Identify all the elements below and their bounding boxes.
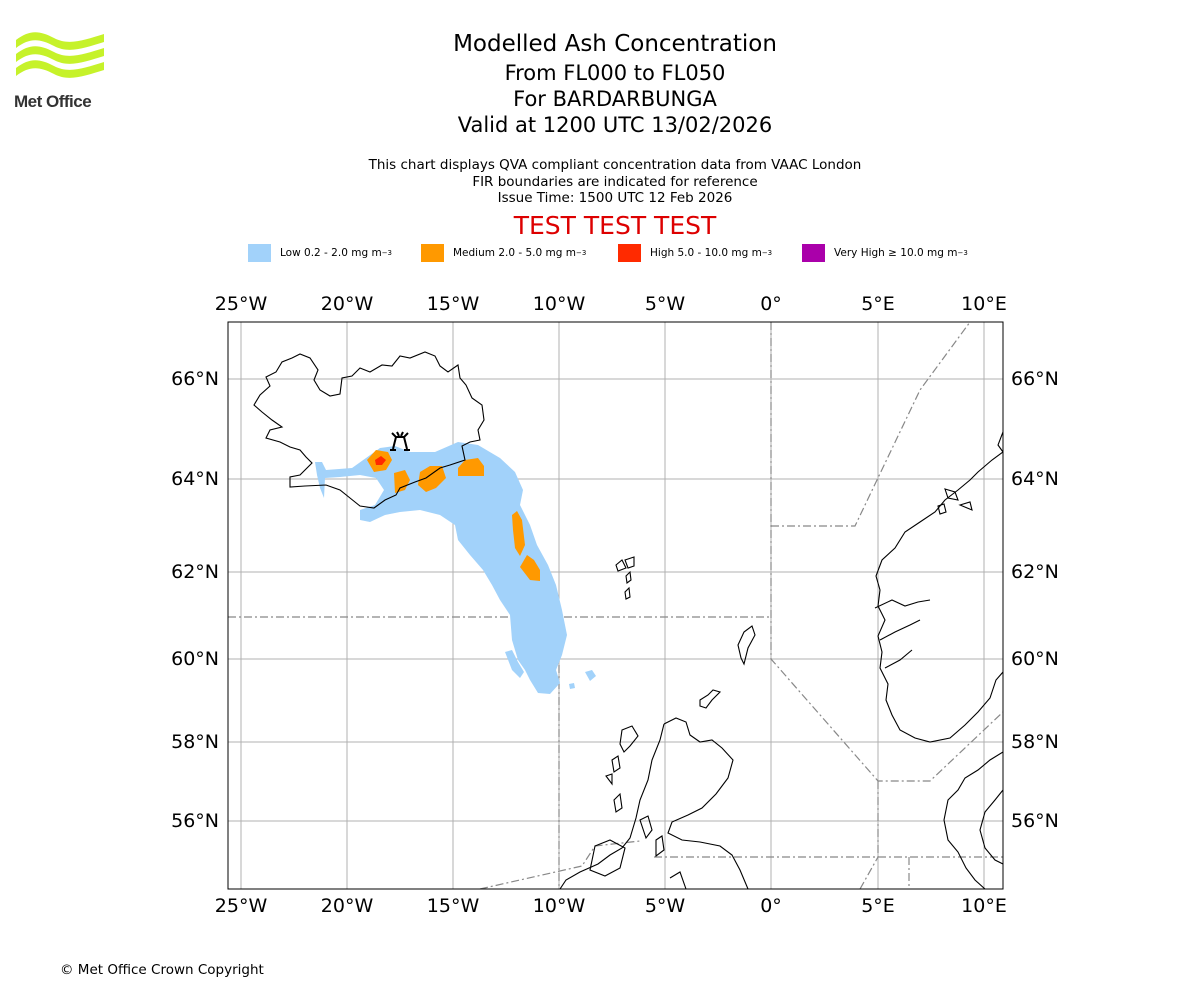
- lat-labels-right: 66°N 64°N 62°N 60°N 58°N 56°N: [1011, 368, 1059, 832]
- legend-label: High 5.0 - 10.0 mg m: [650, 247, 762, 259]
- lat-tick: 56°N: [171, 810, 219, 832]
- lat-tick: 60°N: [171, 648, 219, 670]
- legend-item-low: Low 0.2 - 2.0 mg m −3: [248, 244, 392, 262]
- subtitle-line-1: This chart displays QVA compliant concen…: [368, 157, 862, 173]
- lat-tick: 66°N: [1011, 368, 1059, 390]
- lat-tick: 60°N: [1011, 648, 1059, 670]
- lon-labels-bottom: 25°W 20°W 15°W 10°W 5°W 0° 5°E 10°E: [215, 895, 1007, 917]
- lon-tick: 10°E: [961, 895, 1007, 917]
- lat-tick: 66°N: [171, 368, 219, 390]
- lon-tick: 10°W: [533, 293, 586, 315]
- legend-swatch: [421, 244, 444, 262]
- coastline-iceland: [253, 351, 485, 509]
- flight-level-range: From FL000 to FL050: [504, 61, 726, 85]
- lat-tick: 58°N: [171, 731, 219, 753]
- legend-label: Very High ≥ 10.0 mg m: [834, 247, 958, 259]
- lat-tick: 64°N: [1011, 468, 1059, 490]
- legend-swatch: [248, 244, 271, 262]
- legend-exponent: −3: [761, 249, 773, 257]
- legend-exponent: −3: [575, 249, 587, 257]
- lat-tick: 64°N: [171, 468, 219, 490]
- coastlines: [253, 351, 1003, 889]
- volcano-icon: [390, 431, 410, 451]
- chart-title: Modelled Ash Concentration: [453, 31, 777, 57]
- lon-tick: 5°W: [645, 293, 686, 315]
- lon-tick: 25°W: [215, 293, 268, 315]
- met-office-logo: Met Office: [14, 30, 109, 115]
- lon-tick: 15°W: [427, 293, 480, 315]
- map-frame: [227, 321, 1004, 890]
- chart-subtitle: This chart displays QVA compliant concen…: [0, 157, 1200, 207]
- coastline-norway: [875, 431, 1003, 743]
- lat-tick: 62°N: [171, 561, 219, 583]
- test-banner: TEST TEST TEST: [513, 211, 717, 240]
- lon-tick: 10°W: [533, 895, 586, 917]
- subtitle-line-2: FIR boundaries are indicated for referen…: [472, 173, 758, 190]
- volcano-name: For BARDARBUNGA: [513, 87, 717, 111]
- valid-time: Valid at 1200 UTC 13/02/2026: [457, 113, 773, 137]
- legend-swatch: [802, 244, 825, 262]
- fir-boundaries: [228, 322, 1003, 889]
- logo-text: Met Office: [14, 92, 92, 111]
- ash-low: [315, 442, 596, 694]
- legend-item-medium: Medium 2.0 - 5.0 mg m −3: [421, 244, 586, 262]
- lon-tick: 5°W: [645, 895, 686, 917]
- lat-tick: 58°N: [1011, 731, 1059, 753]
- lat-tick: 62°N: [1011, 561, 1059, 583]
- legend-item-very-high: Very High ≥ 10.0 mg m −3: [802, 244, 968, 262]
- lat-labels-left: 66°N 64°N 62°N 60°N 58°N 56°N: [171, 368, 219, 832]
- lon-tick: 0°: [760, 895, 782, 917]
- legend-label: Medium 2.0 - 5.0 mg m: [453, 247, 576, 259]
- lon-tick: 10°E: [961, 293, 1007, 315]
- lon-tick: 5°E: [861, 895, 895, 917]
- chart-title-block: Modelled Ash Concentration From FL000 to…: [0, 28, 1200, 138]
- graticule: [228, 322, 1003, 889]
- coastline-britain: [663, 717, 749, 889]
- lon-tick: 15°W: [427, 895, 480, 917]
- ash-medium: [367, 450, 540, 581]
- legend-swatch: [618, 244, 641, 262]
- copyright-footer: © Met Office Crown Copyright: [60, 962, 264, 978]
- lon-tick: 20°W: [321, 895, 374, 917]
- legend-item-high: High 5.0 - 10.0 mg m −3: [618, 244, 772, 262]
- logo-waves-icon: [16, 32, 104, 78]
- lon-tick: 25°W: [215, 895, 268, 917]
- lat-tick: 56°N: [1011, 810, 1059, 832]
- lon-tick: 5°E: [861, 293, 895, 315]
- ash-high: [375, 456, 386, 465]
- lon-tick: 20°W: [321, 293, 374, 315]
- issue-time: Issue Time: 1500 UTC 12 Feb 2026: [497, 190, 733, 206]
- legend-exponent: −3: [957, 249, 968, 257]
- legend-label: Low 0.2 - 2.0 mg m: [280, 247, 382, 259]
- legend-exponent: −3: [381, 249, 393, 257]
- lon-labels-top: 25°W 20°W 15°W 10°W 5°W 0° 5°E 10°E: [215, 293, 1007, 315]
- lon-tick: 0°: [760, 293, 782, 315]
